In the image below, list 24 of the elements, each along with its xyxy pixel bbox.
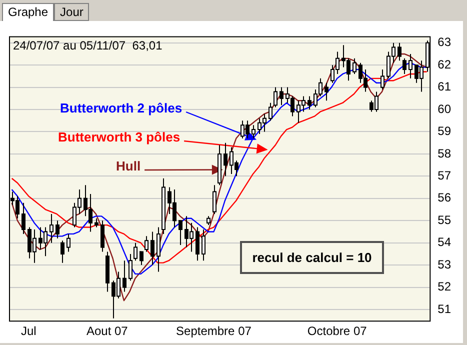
x-tick-label: Octobre 07 xyxy=(307,324,368,338)
annotation: recul de calcul = 10 xyxy=(240,241,384,274)
y-tick-label: 63 xyxy=(438,35,452,50)
y-tick-label: 62 xyxy=(438,57,452,72)
y-tick-label: 56 xyxy=(438,190,452,205)
tab: Jour xyxy=(54,3,90,21)
text: Hull xyxy=(116,158,141,174)
text: Butterworth 2 pôles xyxy=(60,100,182,116)
y-tick-label: 61 xyxy=(438,80,452,94)
y-tick-label: 51 xyxy=(438,302,452,316)
chart-title: 24/07/07 au 05/11/07 63,01 xyxy=(13,38,163,53)
y-tick-label: 55 xyxy=(438,212,452,227)
tab: Graphe xyxy=(2,3,54,21)
y-tick-label: 54 xyxy=(438,235,452,250)
y-tick-label: 57 xyxy=(438,168,452,182)
y-tick-label: 59 xyxy=(438,124,452,138)
text: Butterworth 3 pôles xyxy=(58,130,180,145)
x-tick-label: Jul xyxy=(20,324,36,338)
y-tick-label: 53 xyxy=(438,257,452,272)
y-tick-label: 60 xyxy=(438,102,452,116)
y-tick-label: 52 xyxy=(438,280,452,294)
x-tick-label: Aout 07 xyxy=(86,324,128,338)
x-tick-label: Septembre 07 xyxy=(176,324,252,338)
y-tick-label: 58 xyxy=(438,146,452,160)
